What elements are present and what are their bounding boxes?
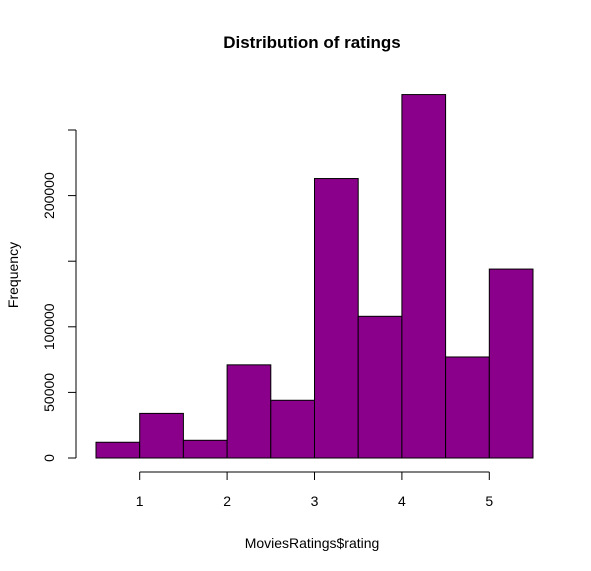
- y-tick-label: 100000: [41, 303, 57, 350]
- histogram-bar: [270, 399, 315, 459]
- histogram-bar: [226, 364, 272, 459]
- y-tick-label: 200000: [41, 172, 57, 219]
- y-axis-label: Frequency: [5, 242, 21, 308]
- histogram-bar: [314, 178, 359, 459]
- histogram-bar: [445, 356, 490, 459]
- x-tick-label: 5: [485, 493, 493, 509]
- histogram-bar: [182, 439, 228, 459]
- histogram-bar: [139, 412, 184, 459]
- histogram-bar: [95, 441, 141, 459]
- y-axis: 0 50000 100000 200000: [41, 129, 77, 462]
- x-tick-label: 4: [398, 493, 406, 509]
- x-tick-label: 3: [311, 493, 319, 509]
- histogram-bar: [357, 315, 403, 459]
- x-tick-label: 2: [223, 493, 231, 509]
- y-tick-label: 50000: [41, 373, 57, 412]
- x-axis: 1 2 3 4 5: [136, 471, 493, 509]
- x-axis-label: MoviesRatings$rating: [245, 535, 380, 551]
- histogram-bar: [401, 94, 447, 459]
- bars-group: [95, 94, 534, 459]
- y-tick-label: 0: [41, 454, 57, 462]
- histogram-bar: [488, 268, 534, 459]
- chart-title: Distribution of ratings: [223, 33, 401, 52]
- x-tick-label: 1: [136, 493, 144, 509]
